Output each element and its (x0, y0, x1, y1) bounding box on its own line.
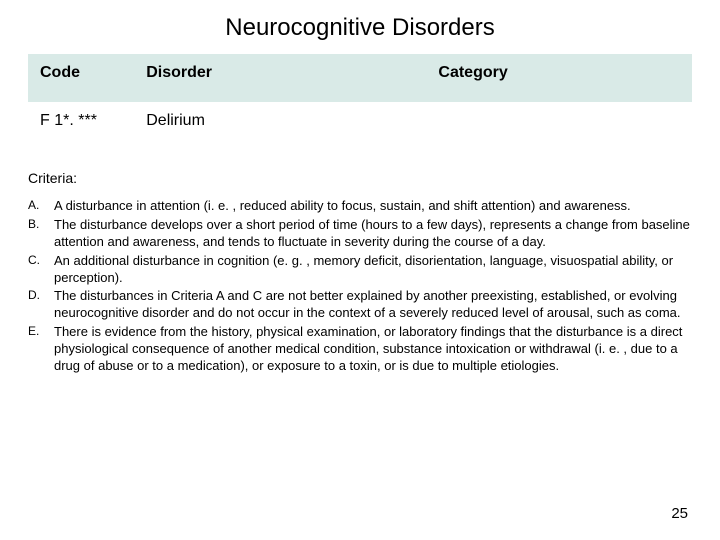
criteria-text: There is evidence from the history, phys… (54, 324, 692, 375)
criteria-label: Criteria: (28, 170, 692, 186)
criteria-text: An additional disturbance in cognition (… (54, 253, 692, 287)
cell-disorder: Delirium (134, 102, 426, 150)
list-item: A. A disturbance in attention (i. e. , r… (28, 198, 692, 215)
list-item: B. The disturbance develops over a short… (28, 217, 692, 251)
criteria-text: A disturbance in attention (i. e. , redu… (54, 198, 692, 215)
page-title: Neurocognitive Disorders (28, 14, 692, 42)
list-item: E. There is evidence from the history, p… (28, 324, 692, 375)
criteria-marker: C. (28, 253, 54, 287)
criteria-marker: E. (28, 324, 54, 375)
criteria-text: The disturbance develops over a short pe… (54, 217, 692, 251)
disorder-table: Code Disorder Category F 1*. *** Deliriu… (28, 54, 692, 150)
col-header-category: Category (426, 54, 692, 102)
page-number: 25 (671, 505, 688, 522)
table-header-row: Code Disorder Category (28, 54, 692, 102)
criteria-list: A. A disturbance in attention (i. e. , r… (28, 198, 692, 375)
col-header-code: Code (28, 54, 134, 102)
cell-category (426, 102, 692, 150)
criteria-marker: A. (28, 198, 54, 215)
criteria-text: The disturbances in Criteria A and C are… (54, 288, 692, 322)
col-header-disorder: Disorder (134, 54, 426, 102)
criteria-marker: D. (28, 288, 54, 322)
list-item: D. The disturbances in Criteria A and C … (28, 288, 692, 322)
list-item: C. An additional disturbance in cognitio… (28, 253, 692, 287)
criteria-marker: B. (28, 217, 54, 251)
cell-code: F 1*. *** (28, 102, 134, 150)
table-row: F 1*. *** Delirium (28, 102, 692, 150)
